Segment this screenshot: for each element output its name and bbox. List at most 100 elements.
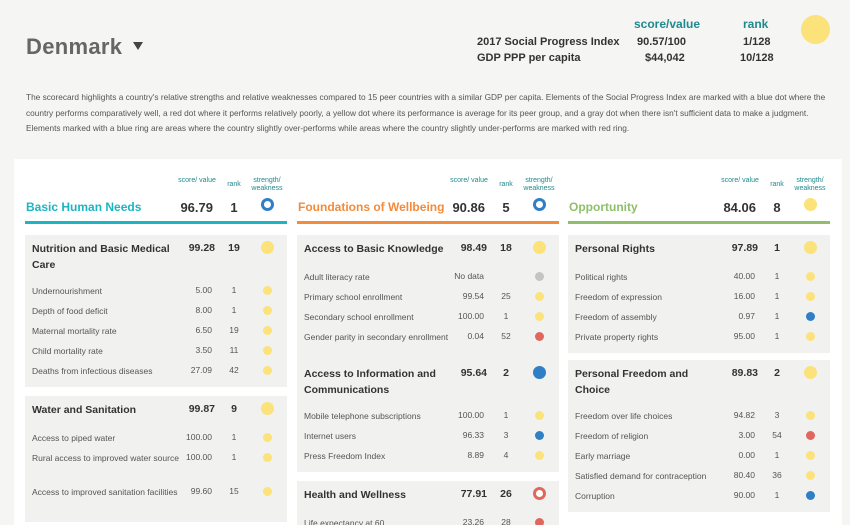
indicator-label: Depth of food deficit [32,306,108,316]
score-value-header: score/ value [178,177,216,184]
dimension-marker-icon [804,198,817,211]
component-marker-icon [533,366,546,379]
scorecard-panel: score/ value rank strength/ weakness Basic … [14,159,842,525]
component-score: 77.91 [460,488,487,500]
component-score: 95.64 [460,367,487,379]
indicator-row: Internet users 96.33 3 [297,426,559,446]
indicator-label: Gender parity in secondary enrollment [304,332,449,342]
spi-rank: 1/128 [743,36,771,48]
header-rank-column: rank [743,17,769,31]
indicator-row: Gender parity in secondary enrollment 0.0… [297,327,559,361]
strength-weakness-header: strength/ weakness [251,177,283,192]
indicator-marker-icon [263,453,272,462]
score-value-header: score/ value [450,177,488,184]
indicator-marker-icon [263,326,272,335]
dimension-marker-icon [261,198,274,211]
component-rank: 9 [231,403,237,415]
component-marker-icon [804,241,817,254]
component-card: Nutrition and Basic Medical Care 99.28 19 U… [25,235,287,387]
indicator-value: 90.00 [733,490,755,500]
indicator-marker-icon [806,312,815,321]
indicator-label: Maternal mortality rate [32,326,117,336]
dimension-score: 90.86 [452,200,485,215]
dimension-marker-icon [533,198,546,211]
indicator-marker-icon [535,292,544,301]
indicator-label: Freedom of expression [575,292,662,302]
component-marker-icon [261,402,274,415]
spi-score: 90.57/100 [637,36,686,48]
dimension-column: score/ value rank strength/ weakness Basic … [25,159,287,525]
indicator-rank: 1 [774,331,780,341]
indicator-value: No data [454,271,484,281]
indicator-rank: 54 [772,430,782,440]
indicator-row: Freedom of expression 16.00 1 [568,287,830,307]
indicator-rank: 52 [501,331,511,341]
indicator-rank: 25 [501,291,511,301]
indicator-rank: 19 [229,325,239,335]
indicator-marker-icon [535,431,544,440]
indicator-marker-icon [263,487,272,496]
indicator-label: Child mortality rate [32,346,103,356]
component-marker-icon [533,241,546,254]
indicator-label: Press Freedom Index [304,451,386,461]
dimension-underline [568,221,830,224]
component-card: Water and Sanitation 99.87 9 Access to pipe… [25,396,287,522]
indicator-label: Life expectancy at 60 [304,518,385,525]
spi-label: 2017 Social Progress Index [477,36,620,48]
component-title: Health and Wellness [304,489,406,501]
indicator-value: 100.00 [458,311,484,321]
gdp-value: $44,042 [645,52,685,64]
indicator-label: Undernourishment [32,286,102,296]
indicator-value: 0.97 [738,311,755,321]
strength-weakness-header: strength/ weakness [523,177,555,192]
component-score: 89.83 [731,367,758,379]
indicator-marker-icon [806,471,815,480]
strength-weakness-header: strength/ weakness [794,177,826,192]
indicator-value: 40.00 [733,271,755,281]
component-card: Health and Wellness 77.91 26 Life expectanc… [297,481,559,525]
indicator-rank: 1 [231,452,237,462]
indicator-label: Freedom of religion [575,431,649,441]
indicator-rank: 1 [774,450,780,460]
component-rank: 1 [774,242,780,254]
indicator-row: Access to piped water 100.00 1 [25,428,287,448]
indicator-value: 94.82 [733,410,755,420]
indicator-row: Early marriage 0.00 1 [568,446,830,466]
header-score-column: score/value [634,17,701,31]
indicator-rank: 36 [772,470,782,480]
indicator-rank: 4 [503,450,509,460]
indicator-row: Political rights 40.00 1 [568,267,830,287]
indicator-rank: 1 [774,271,780,281]
component-title: Access to Basic Knowledge [304,243,444,255]
indicator-value: 0.04 [467,331,484,341]
indicator-rank: 1 [231,432,237,442]
component-score: 99.28 [188,242,215,254]
country-dropdown-caret-icon[interactable] [133,42,143,50]
indicator-row: Press Freedom Index 8.89 4 [297,446,559,466]
indicator-row: Private property rights 95.00 1 [568,327,830,347]
component-title: Personal Freedom and Choice [575,368,689,396]
indicator-rank: 42 [229,365,239,375]
indicator-marker-icon [806,332,815,341]
indicator-marker-icon [263,366,272,375]
indicator-label: Deaths from infectious diseases [32,366,153,376]
rank-header: rank [499,181,513,188]
indicator-label: Internet users [304,431,356,441]
component-rank: 26 [500,488,512,500]
component-marker-icon [533,487,546,500]
indicator-rank: 3 [774,410,780,420]
indicator-value: 80.40 [733,470,755,480]
indicator-rank: 1 [774,291,780,301]
indicator-rank: 15 [229,486,239,496]
indicator-row: Depth of food deficit 8.00 1 [25,301,287,321]
indicator-marker-icon [806,491,815,500]
indicator-value: 95.00 [733,331,755,341]
indicator-label: Freedom over life choices [575,411,673,421]
country-title[interactable]: Denmark [26,34,123,59]
rank-header: rank [227,181,241,188]
gdp-rank: 10/128 [740,52,774,64]
component-card: Access to Information and Communications… [297,360,559,472]
indicator-rank: 28 [501,517,511,525]
indicator-marker-icon [263,286,272,295]
indicator-marker-icon [535,312,544,321]
